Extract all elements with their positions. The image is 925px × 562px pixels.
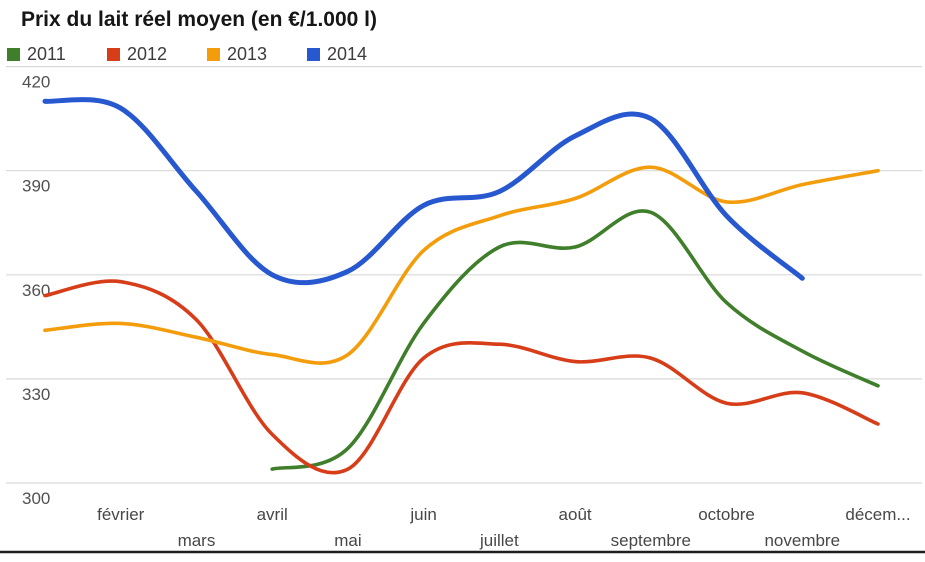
- legend-label-2013: 2013: [227, 44, 268, 64]
- series-line-2014: [42, 97, 805, 286]
- x-axis-label-mars: mars: [178, 531, 216, 550]
- series-line-2011: [270, 209, 880, 471]
- legend-item-2011: 2011: [7, 45, 107, 63]
- x-axis-label-septembre: septembre: [611, 531, 691, 550]
- legend-item-2014: 2014: [307, 45, 407, 63]
- x-axis-label-octobre: octobre: [698, 505, 755, 524]
- chart-legend: 2011 2012 2013 2014: [7, 45, 407, 63]
- legend-item-2013: 2013: [207, 45, 307, 63]
- y-axis-label-300: 300: [22, 489, 50, 508]
- chart-title: Prix du lait réel moyen (en €/1.000 l): [21, 8, 377, 31]
- legend-swatch-2013: [207, 47, 220, 61]
- y-axis-label-330: 330: [22, 385, 50, 404]
- x-axis-label-juillet: juillet: [479, 531, 519, 550]
- legend-label-2012: 2012: [127, 44, 168, 64]
- x-axis-label-décem: décem...: [845, 505, 910, 524]
- y-axis-label-360: 360: [22, 281, 50, 300]
- x-axis-label-février: février: [97, 505, 145, 524]
- legend-swatch-2012: [107, 47, 120, 61]
- legend-label-2011: 2011: [27, 44, 66, 64]
- legend-swatch-2011: [7, 47, 20, 61]
- legend-label-2014: 2014: [327, 44, 368, 64]
- x-axis-label-avril: avril: [257, 505, 288, 524]
- y-axis-label-420: 420: [22, 73, 50, 92]
- y-axis-label-390: 390: [22, 177, 50, 196]
- series-line-2013: [43, 165, 880, 365]
- legend-swatch-2014: [307, 47, 320, 61]
- series-line-2012: [43, 279, 880, 475]
- legend-item-2012: 2012: [107, 45, 207, 63]
- x-axis-label-novembre: novembre: [764, 531, 840, 550]
- x-axis-label-juin: juin: [409, 505, 436, 524]
- x-axis-label-août: août: [559, 505, 592, 524]
- x-axis-label-mai: mai: [334, 531, 361, 550]
